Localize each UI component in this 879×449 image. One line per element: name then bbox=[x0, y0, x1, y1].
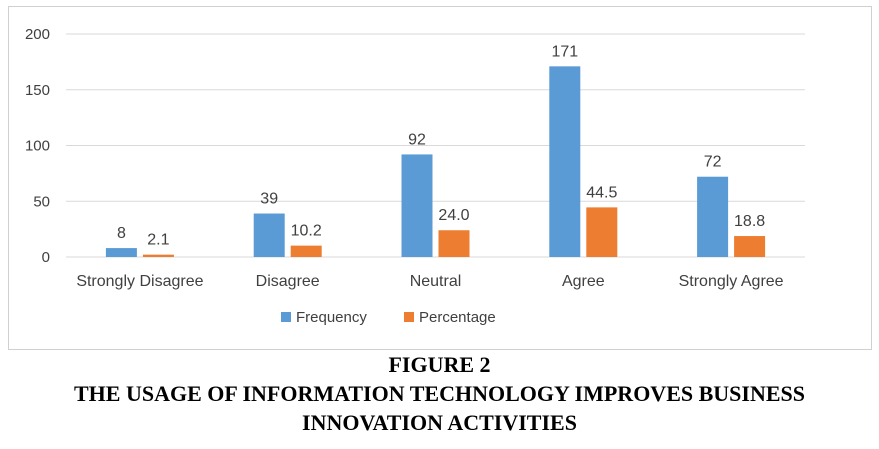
category-label: Disagree bbox=[256, 273, 320, 290]
bar-frequency bbox=[401, 154, 433, 257]
legend-swatch-frequency bbox=[281, 312, 291, 322]
bar-percentage bbox=[734, 236, 766, 257]
bar-frequency bbox=[253, 213, 285, 257]
legend-label-percentage: Percentage bbox=[419, 309, 496, 326]
bar-frequency bbox=[105, 248, 137, 257]
bar-chart: 0 50 100 150 200 8 2.1 Strongly Disagree 39 10.2 D… bbox=[25, 26, 805, 326]
category-label: Neutral bbox=[410, 273, 462, 290]
legend-label-frequency: Frequency bbox=[296, 309, 367, 326]
data-label-percentage: 2.1 bbox=[147, 232, 169, 249]
bar-percentage bbox=[438, 230, 470, 257]
data-label-frequency: 8 bbox=[117, 225, 126, 242]
figure-number: FIGURE 2 bbox=[388, 352, 491, 377]
bar-percentage bbox=[586, 207, 618, 257]
bar-frequency bbox=[549, 66, 581, 258]
data-label-frequency: 39 bbox=[260, 191, 278, 208]
category-label: Strongly Disagree bbox=[76, 273, 203, 290]
y-tick-label: 0 bbox=[42, 249, 50, 266]
legend-swatch-percentage bbox=[404, 312, 414, 322]
category-label: Strongly Agree bbox=[679, 273, 784, 290]
data-label-percentage: 24.0 bbox=[438, 207, 469, 224]
y-tick-label: 200 bbox=[25, 26, 50, 43]
y-tick-label: 150 bbox=[25, 82, 50, 99]
data-label-percentage: 10.2 bbox=[291, 223, 322, 240]
figure-title: THE USAGE OF INFORMATION TECHNOLOGY IMPR… bbox=[73, 381, 805, 435]
data-label-frequency: 92 bbox=[408, 131, 426, 148]
data-label-frequency: 72 bbox=[704, 154, 722, 171]
data-label-frequency: 171 bbox=[551, 43, 578, 60]
data-label-percentage: 18.8 bbox=[734, 213, 765, 230]
bar-frequency bbox=[697, 176, 729, 257]
chart-frame: 0 50 100 150 200 8 2.1 Strongly Disagree 39 10.2 D… bbox=[8, 6, 872, 350]
category-label: Agree bbox=[562, 273, 605, 290]
y-tick-label: 50 bbox=[33, 193, 50, 210]
bar-percentage bbox=[142, 254, 174, 257]
y-tick-label: 100 bbox=[25, 138, 50, 155]
bar-percentage bbox=[290, 245, 322, 257]
data-label-percentage: 44.5 bbox=[586, 184, 617, 201]
